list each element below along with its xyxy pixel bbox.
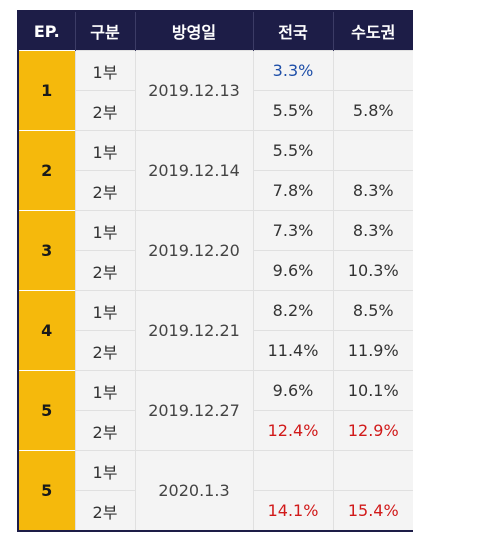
part-label: 1부 xyxy=(74,130,135,171)
episode-number: 5 xyxy=(19,450,75,530)
capital-rating: 15.4% xyxy=(332,490,413,530)
capital-rating: 8.3% xyxy=(332,170,413,211)
capital-rating: 5.8% xyxy=(332,90,413,131)
capital-rating: 10.3% xyxy=(332,250,413,291)
capital-rating: 8.5% xyxy=(332,290,413,331)
table-row: 2 1부 2019.12.14 5.5% xyxy=(19,130,413,211)
capital-rating: 10.1% xyxy=(332,370,413,411)
episode-number: 2 xyxy=(19,130,75,211)
table-row: 2부 14.1% 15.4% xyxy=(19,490,413,530)
part-label: 2부 xyxy=(74,90,135,131)
episode-number: 5 xyxy=(19,370,75,451)
part-label: 2부 xyxy=(74,170,135,211)
table-row: 5 1부 2020.1.3 xyxy=(19,450,413,530)
capital-rating xyxy=(332,130,413,171)
header-ep: EP. xyxy=(19,12,75,51)
header-national: 전국 xyxy=(252,12,333,51)
table-row: 2부 5.5% 5.8% xyxy=(19,90,413,131)
air-date: 2019.12.20 xyxy=(134,210,253,291)
national-rating: 7.3% xyxy=(252,210,333,251)
table-header-row: EP. 구분 방영일 전국 수도권 xyxy=(19,12,413,51)
air-date: 2019.12.27 xyxy=(134,370,253,451)
capital-rating: 12.9% xyxy=(332,410,413,451)
part-label: 1부 xyxy=(74,50,135,91)
part-label: 1부 xyxy=(74,370,135,411)
part-label: 1부 xyxy=(74,210,135,251)
national-rating: 5.5% xyxy=(252,90,333,131)
national-rating xyxy=(252,450,333,491)
part-label: 2부 xyxy=(74,330,135,371)
table-row: 3 1부 2019.12.20 7.3% 8.3% xyxy=(19,210,413,291)
capital-rating xyxy=(332,450,413,491)
header-capital: 수도권 xyxy=(332,12,413,51)
episode-number: 4 xyxy=(19,290,75,371)
air-date: 2019.12.14 xyxy=(134,130,253,211)
table-row: 2부 9.6% 10.3% xyxy=(19,250,413,291)
ratings-table-container: EP. 구분 방영일 전국 수도권 1 1부 2019.12.13 3.3% 2… xyxy=(17,10,413,532)
national-rating: 11.4% xyxy=(252,330,333,371)
part-label: 2부 xyxy=(74,490,135,530)
national-rating: 9.6% xyxy=(252,370,333,411)
episode-number: 1 xyxy=(19,50,75,131)
table-row: 2부 11.4% 11.9% xyxy=(19,330,413,371)
table-row: 2부 12.4% 12.9% xyxy=(19,410,413,451)
part-label: 2부 xyxy=(74,410,135,451)
air-date: 2020.1.3 xyxy=(134,450,253,530)
table-row: 2부 7.8% 8.3% xyxy=(19,170,413,211)
national-rating: 9.6% xyxy=(252,250,333,291)
national-rating: 14.1% xyxy=(252,490,333,530)
part-label: 2부 xyxy=(74,250,135,291)
capital-rating xyxy=(332,50,413,91)
ratings-table: EP. 구분 방영일 전국 수도권 1 1부 2019.12.13 3.3% 2… xyxy=(19,12,413,530)
header-part: 구분 xyxy=(74,12,135,51)
air-date: 2019.12.13 xyxy=(134,50,253,131)
header-date: 방영일 xyxy=(134,12,253,51)
national-rating: 12.4% xyxy=(252,410,333,451)
air-date: 2019.12.21 xyxy=(134,290,253,371)
capital-rating: 11.9% xyxy=(332,330,413,371)
national-rating: 3.3% xyxy=(252,50,333,91)
table-row: 1 1부 2019.12.13 3.3% xyxy=(19,50,413,131)
part-label: 1부 xyxy=(74,290,135,331)
table-row: 5 1부 2019.12.27 9.6% 10.1% xyxy=(19,370,413,451)
part-label: 1부 xyxy=(74,450,135,491)
national-rating: 5.5% xyxy=(252,130,333,171)
table-row: 4 1부 2019.12.21 8.2% 8.5% xyxy=(19,290,413,371)
national-rating: 7.8% xyxy=(252,170,333,211)
episode-number: 3 xyxy=(19,210,75,291)
capital-rating: 8.3% xyxy=(332,210,413,251)
national-rating: 8.2% xyxy=(252,290,333,331)
